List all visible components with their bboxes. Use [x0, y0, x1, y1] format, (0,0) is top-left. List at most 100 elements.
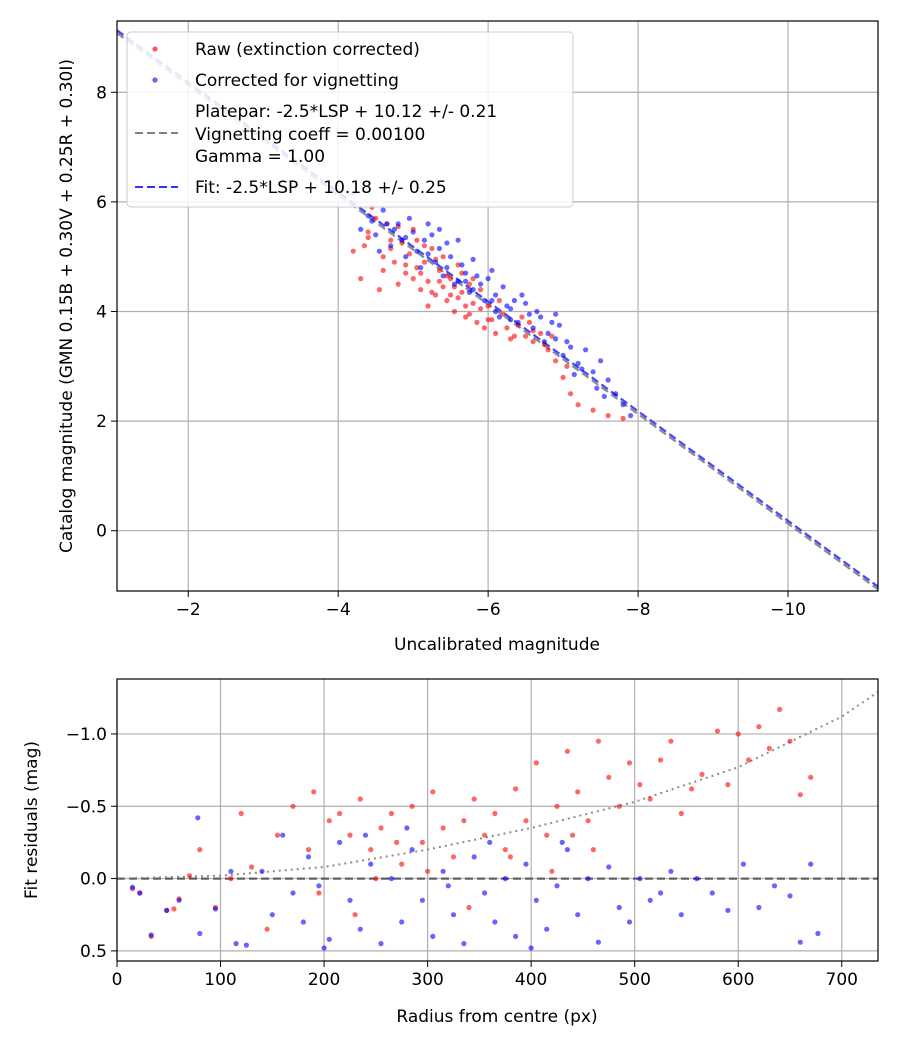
legend-platepar-label-line1: Platepar: -2.5*LSP + 10.12 +/- 0.21 [195, 102, 497, 122]
corrected-point [489, 267, 495, 273]
raw-point [626, 760, 633, 766]
raw-point [523, 333, 529, 339]
corrected-point [568, 344, 574, 350]
corrected-point [176, 897, 182, 903]
raw-point [316, 890, 322, 896]
raw-point [440, 254, 446, 260]
corrected-point [787, 893, 793, 899]
corrected-point [493, 308, 499, 315]
corrected-point [470, 256, 476, 262]
raw-point [508, 336, 514, 342]
corrected-point [195, 815, 201, 821]
raw-point [471, 796, 477, 802]
raw-point [430, 789, 436, 795]
raw-point [496, 297, 502, 304]
x-tick-label: −6 [476, 600, 501, 620]
raw-point [466, 904, 472, 911]
raw-point [714, 728, 721, 734]
raw-point [373, 215, 379, 221]
legend-box [126, 31, 574, 208]
raw-point [678, 810, 684, 817]
corrected-point [148, 932, 154, 938]
corrected-point [378, 941, 384, 947]
corrected-point [448, 254, 454, 260]
raw-point [436, 267, 442, 273]
raw-point [326, 818, 332, 824]
corrected-point [489, 297, 495, 304]
corrected-point [771, 883, 778, 889]
raw-point [689, 786, 695, 792]
y-tick-label: 6 [96, 193, 107, 213]
corrected-point [620, 402, 626, 408]
raw-point [403, 270, 409, 276]
raw-point [347, 832, 353, 838]
raw-point [388, 810, 394, 817]
corrected-point [451, 281, 457, 287]
corrected-point [519, 292, 525, 298]
y-tick-label: 4 [96, 302, 107, 322]
corrected-point [808, 861, 814, 867]
corrected-point [595, 939, 602, 945]
legend-corrected-label: Corrected for vignetting [195, 71, 399, 91]
raw-point [459, 289, 465, 295]
x-axis-label-top: Uncalibrated magnitude [394, 635, 600, 655]
x-tick-label: 600 [722, 970, 754, 990]
corrected-point [553, 336, 559, 342]
corrected-point [626, 919, 633, 925]
raw-point [429, 289, 435, 295]
raw-point [746, 757, 752, 763]
raw-point [585, 818, 591, 824]
corrected-point [436, 226, 442, 232]
corrected-point [425, 251, 431, 257]
corrected-point [668, 868, 674, 874]
x-tick-label: 300 [411, 970, 443, 990]
raw-point [290, 803, 296, 809]
corrected-point [406, 215, 412, 221]
legend-raw-marker [152, 46, 158, 52]
corrected-point [678, 912, 684, 918]
corrected-point [455, 237, 461, 243]
corrected-point [487, 839, 493, 846]
raw-point [365, 234, 371, 241]
corrected-point [368, 861, 374, 867]
raw-point [440, 284, 446, 290]
raw-point [414, 265, 420, 271]
scatter-points-top [350, 191, 634, 421]
corrected-point [358, 226, 364, 232]
raw-point [395, 281, 401, 287]
corrected-point [450, 912, 457, 918]
corrected-point [440, 273, 446, 279]
y-tick-label: 0.5 [80, 942, 107, 962]
residuals-vs-radius-chart: 0 100 200 300 400 500 600 700 0.5 0.0 −0.5 −1.0 Rad… [22, 678, 879, 1027]
corrected-point [725, 907, 731, 914]
corrected-point [433, 259, 439, 265]
corrected-point [545, 330, 551, 336]
corrected-point [404, 825, 410, 831]
raw-point [305, 847, 312, 853]
corrected-point [365, 213, 371, 219]
raw-point [264, 926, 270, 932]
corrected-point [410, 229, 416, 235]
raw-point [658, 757, 664, 763]
raw-point [575, 789, 581, 795]
raw-point [440, 825, 446, 831]
raw-point [511, 333, 517, 339]
corrected-point [756, 904, 762, 911]
legend-corrected-marker [152, 77, 158, 83]
raw-point [451, 308, 457, 315]
corrected-point [391, 226, 397, 232]
raw-point [466, 311, 472, 317]
y-tick-label: 2 [96, 412, 107, 432]
corrected-point [463, 270, 469, 276]
corrected-point [470, 287, 476, 293]
corrected-point [463, 278, 469, 284]
corrected-point [605, 377, 611, 383]
raw-point [492, 810, 498, 817]
raw-point [507, 854, 513, 860]
corrected-point [137, 890, 143, 896]
raw-point [493, 330, 499, 336]
corrected-point [585, 876, 591, 882]
raw-point [410, 276, 416, 282]
